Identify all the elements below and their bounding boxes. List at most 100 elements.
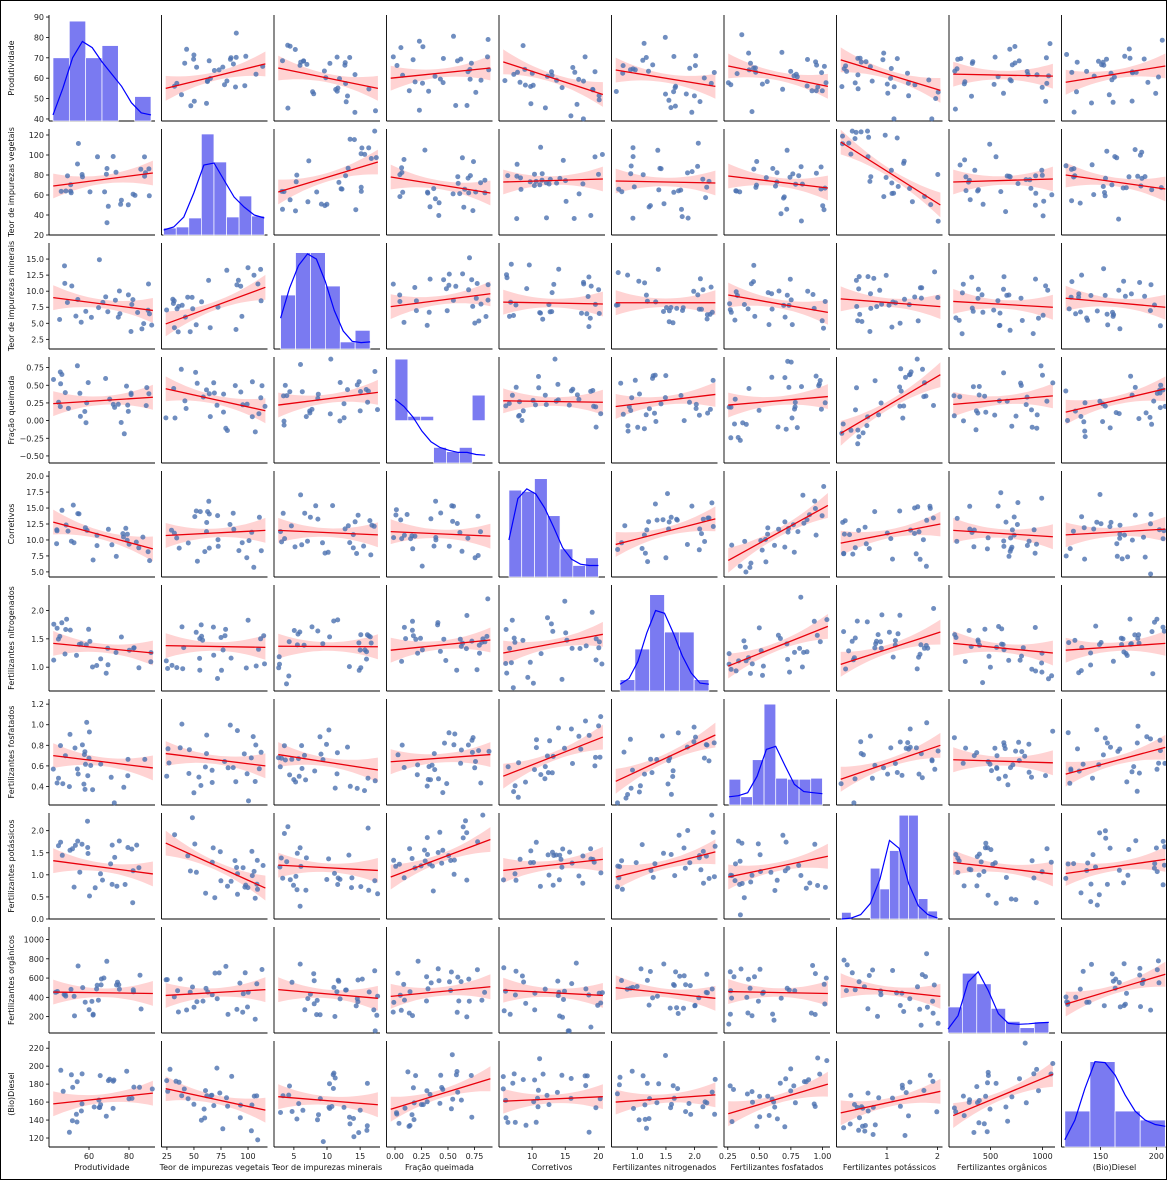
scatter-point xyxy=(372,128,378,134)
scatter-point xyxy=(963,174,969,180)
scatter-point xyxy=(410,618,415,624)
x-tick-label: 0.00 xyxy=(386,1152,404,1161)
scatter-point xyxy=(393,863,399,869)
scatter-point xyxy=(528,101,534,107)
scatter-point xyxy=(175,988,181,994)
scatter-point xyxy=(593,657,599,663)
scatter-point xyxy=(872,645,878,651)
scatter-point xyxy=(784,206,790,212)
scatter-point xyxy=(105,309,111,315)
scatter-point xyxy=(783,839,789,845)
scatter-point xyxy=(233,779,239,785)
scatter-point xyxy=(258,395,264,401)
scatter-point xyxy=(665,491,670,497)
scatter-point xyxy=(576,396,582,402)
scatter-point xyxy=(868,291,873,297)
scatter-point xyxy=(420,44,426,50)
scatter-point xyxy=(278,855,284,861)
scatter-point xyxy=(451,742,457,748)
scatter-point xyxy=(501,877,506,883)
scatter-point xyxy=(953,635,959,640)
scatter-point xyxy=(371,523,377,529)
scatter-point xyxy=(630,145,636,151)
scatter-point xyxy=(1156,760,1162,766)
y-tick-label: 5.0 xyxy=(31,319,44,328)
scatter-point xyxy=(1106,92,1112,98)
scatter-point xyxy=(444,781,450,787)
scatter-point xyxy=(1050,728,1056,734)
scatter-point xyxy=(330,1086,336,1091)
scatter-point xyxy=(639,842,645,848)
scatter-point xyxy=(784,147,790,153)
scatter-point xyxy=(75,161,80,167)
histogram-bar xyxy=(251,215,265,236)
scatter-point xyxy=(296,1101,302,1107)
scatter-point xyxy=(194,380,200,386)
scatter-point xyxy=(165,666,171,671)
scatter-point xyxy=(326,1104,332,1110)
y-tick-label: 1.0 xyxy=(31,721,44,730)
scatter-point xyxy=(615,800,620,806)
scatter-point xyxy=(1107,845,1113,851)
scatter-point xyxy=(258,548,264,554)
scatter-point xyxy=(711,70,717,75)
scatter-point xyxy=(712,843,718,849)
scatter-point xyxy=(821,207,827,213)
scatter-point xyxy=(149,1086,155,1092)
scatter-point xyxy=(803,885,809,891)
scatter-point xyxy=(113,650,119,655)
scatter-point xyxy=(94,543,100,549)
scatter-point xyxy=(967,503,973,509)
scatter-point xyxy=(197,667,203,673)
scatter-point xyxy=(682,865,688,871)
scatter-point xyxy=(992,745,998,751)
regression-line xyxy=(503,633,603,654)
scatter-point xyxy=(209,780,215,785)
scatter-point xyxy=(101,975,107,981)
scatter-point xyxy=(243,665,249,671)
scatter-point xyxy=(415,650,421,656)
scatter-point xyxy=(428,777,433,783)
scatter-point xyxy=(598,870,604,876)
scatter-point xyxy=(451,857,457,863)
scatter-point xyxy=(778,995,784,1001)
scatter-point xyxy=(909,199,915,205)
scatter-point xyxy=(1040,372,1045,378)
scatter-point xyxy=(1081,525,1087,531)
scatter-point xyxy=(459,548,465,554)
scatter-point xyxy=(406,88,412,94)
scatter-point xyxy=(516,760,522,766)
scatter-point xyxy=(334,989,340,995)
scatter-point xyxy=(1148,282,1154,288)
histogram-bar xyxy=(908,814,919,920)
scatter-point xyxy=(961,418,966,424)
scatter-point xyxy=(466,998,472,1004)
scatter-point xyxy=(841,550,847,556)
scatter-point xyxy=(1041,198,1047,204)
scatter-point xyxy=(687,983,693,989)
regression-line xyxy=(165,63,266,90)
scatter-point xyxy=(327,60,333,66)
scatter-point xyxy=(176,545,182,551)
scatter-point xyxy=(847,1121,853,1127)
scatter-point xyxy=(890,556,895,562)
regression-line xyxy=(1065,65,1166,83)
scatter-point xyxy=(395,752,401,758)
scatter-point xyxy=(695,140,701,146)
scatter-point xyxy=(666,97,672,103)
scatter-point xyxy=(284,859,290,865)
scatter-point xyxy=(428,516,434,522)
y-tick-label: 40 xyxy=(34,115,44,124)
scatter-point xyxy=(1154,869,1160,875)
scatter-point xyxy=(644,1125,649,1131)
scatter-point xyxy=(1135,173,1141,179)
scatter-point xyxy=(889,191,895,196)
scatter-point xyxy=(512,871,518,877)
scatter-point xyxy=(1108,519,1114,525)
scatter-point xyxy=(246,798,251,804)
scatter-point xyxy=(749,661,755,667)
scatter-point xyxy=(1132,632,1138,638)
y-axis-label: Fertilizantes orgânicos xyxy=(7,935,16,1025)
scatter-point xyxy=(935,89,941,95)
scatter-point xyxy=(170,296,176,302)
